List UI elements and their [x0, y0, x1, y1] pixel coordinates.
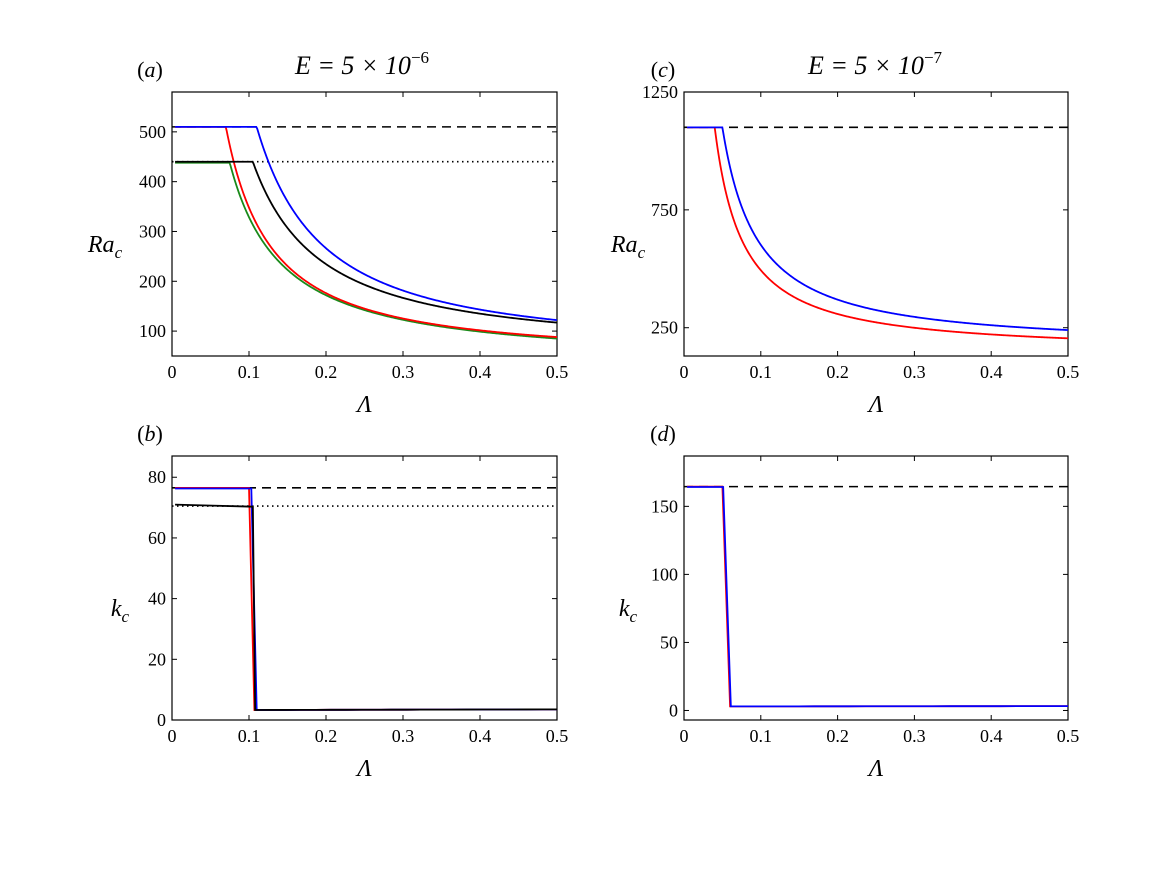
y-tick-label-c: 750 — [651, 200, 678, 220]
y-tick-label-a: 100 — [139, 321, 166, 341]
x-tick-label-a: 0.1 — [238, 362, 261, 382]
y-tick-label-b: 20 — [148, 649, 166, 669]
x-tick-label-d: 0.1 — [750, 726, 773, 746]
x-tick-label-b: 0.4 — [469, 726, 492, 746]
panel-tag-a: (a) — [137, 57, 163, 82]
series-line-blue-c — [687, 126, 1068, 331]
x-tick-label-c: 0.3 — [903, 362, 926, 382]
series-line-black-b — [175, 503, 557, 711]
x-tick-label-a: 0.2 — [315, 362, 338, 382]
plot-frame-a — [171, 91, 558, 357]
title-left-exp: −6 — [411, 48, 429, 67]
x-tick-label-d: 0 — [680, 726, 689, 746]
y-tick-label-b: 80 — [148, 467, 166, 487]
x-tick-label-a: 0.5 — [546, 362, 569, 382]
series-line-green-a — [175, 161, 557, 340]
x-tick-label-c: 0.2 — [826, 362, 849, 382]
x-tick-label-d: 0.3 — [903, 726, 926, 746]
series-line-blue-a — [175, 125, 557, 322]
y-tick-label-a: 300 — [139, 221, 166, 241]
x-tick-label-c: 0 — [680, 362, 689, 382]
y-tick-label-a: 200 — [139, 271, 166, 291]
x-tick-label-b: 0 — [168, 726, 177, 746]
series-line-blue-d — [687, 486, 1068, 708]
y-axis-label-c: Rac — [610, 232, 646, 262]
y-axis-label-b: kc — [111, 596, 130, 626]
x-axis-label-c: Λ — [867, 392, 884, 418]
x-tick-label-a: 0.4 — [469, 362, 492, 382]
x-axis-label-b: Λ — [355, 756, 372, 782]
x-tick-label-d: 0.2 — [826, 726, 849, 746]
panel-tag-c: (c) — [651, 57, 675, 82]
panel-c: (c) 0 0.1 0.2 0.3 0.4 0.5 250 750 1250 Λ Rac — [610, 57, 1079, 418]
panel-tag-b: (b) — [137, 421, 163, 446]
series-line-black-a — [175, 160, 557, 324]
y-axis-label-d: kc — [619, 596, 638, 626]
x-tick-label-b: 0.2 — [315, 726, 338, 746]
title-right-exp: −7 — [924, 48, 943, 67]
plot-frame-d — [683, 455, 1069, 721]
x-axis-label-a: Λ — [355, 392, 372, 418]
title-right-base: E = 5 × 10 — [807, 51, 924, 80]
x-tick-label-a: 0 — [168, 362, 177, 382]
x-tick-label-b: 0.1 — [238, 726, 261, 746]
y-tick-label-a: 400 — [139, 172, 166, 192]
y-tick-label-d: 50 — [660, 632, 678, 652]
y-tick-label-b: 40 — [148, 589, 166, 609]
x-tick-label-c: 0.4 — [980, 362, 1003, 382]
x-tick-label-d: 0.4 — [980, 726, 1003, 746]
panel-b: (b) 0 0.1 0.2 0.3 0.4 0.5 0 20 40 60 80 Λkc — [111, 421, 568, 782]
series-line-red-a — [175, 125, 557, 338]
title-left: E = 5 × 10−6 — [294, 48, 429, 80]
y-tick-label-b: 60 — [148, 528, 166, 548]
x-tick-label-b: 0.5 — [546, 726, 569, 746]
y-axis-label-a: Rac — [87, 232, 123, 262]
y-tick-label-a: 500 — [139, 122, 166, 142]
title-right: E = 5 × 10−7 — [807, 48, 943, 80]
panel-tag-d: (d) — [650, 421, 676, 446]
panel-d: (d) 0 0.1 0.2 0.3 0.4 0.5 0 50 100 150 Λkc — [619, 421, 1079, 782]
x-tick-label-c: 0.5 — [1057, 362, 1080, 382]
x-tick-label-a: 0.3 — [392, 362, 415, 382]
plot-frame-c — [683, 91, 1069, 357]
y-tick-label-c: 1250 — [642, 82, 678, 102]
y-tick-label-b: 0 — [157, 710, 166, 730]
x-tick-label-b: 0.3 — [392, 726, 415, 746]
x-tick-label-d: 0.5 — [1057, 726, 1080, 746]
panel-a: (a) 0 0.1 0.2 0.3 0.4 0.5 100 200 300 400 500 Λ Rac — [87, 57, 568, 418]
x-tick-label-c: 0.1 — [750, 362, 773, 382]
y-tick-label-d: 150 — [651, 496, 678, 516]
plot-frame-b — [171, 455, 558, 721]
x-axis-label-d: Λ — [867, 756, 884, 782]
series-line-red-c — [687, 126, 1068, 340]
y-tick-label-d: 0 — [669, 700, 678, 720]
y-tick-label-c: 250 — [651, 318, 678, 338]
title-left-base: E = 5 × 10 — [294, 51, 411, 80]
y-tick-label-d: 100 — [651, 564, 678, 584]
